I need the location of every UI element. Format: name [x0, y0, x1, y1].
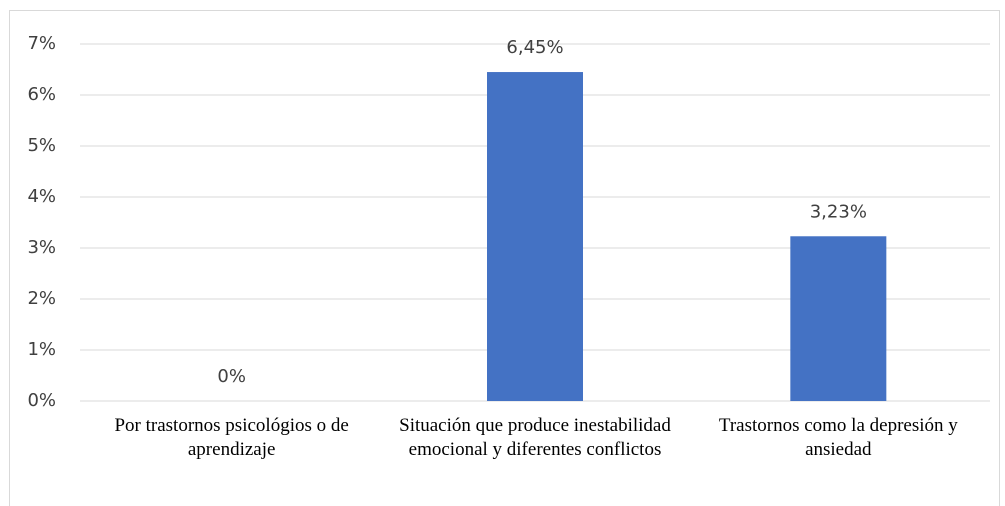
chart-border: [9, 10, 1000, 506]
x-tick-label: Trastornos como la depresión y ansiedad: [718, 415, 958, 460]
y-tick-label: 5%: [27, 135, 56, 156]
data-label: 3,23%: [810, 201, 867, 222]
y-tick-label: 3%: [27, 237, 56, 258]
bar: [790, 236, 887, 401]
y-tick-label: 1%: [27, 339, 56, 360]
x-tick-label: Situación que produce inestabilidad emoc…: [399, 415, 671, 460]
y-tick-label: 6%: [27, 84, 56, 105]
data-label: 0%: [217, 366, 246, 387]
y-tick-label: 7%: [27, 33, 56, 54]
bar: [487, 72, 583, 402]
x-tick-label: Por trastornos psicológios o de aprendiz…: [114, 415, 349, 460]
data-label: 6,45%: [506, 37, 563, 58]
y-tick-label: 2%: [27, 288, 56, 309]
y-tick-label: 0%: [27, 390, 56, 411]
y-tick-label: 4%: [27, 186, 56, 207]
